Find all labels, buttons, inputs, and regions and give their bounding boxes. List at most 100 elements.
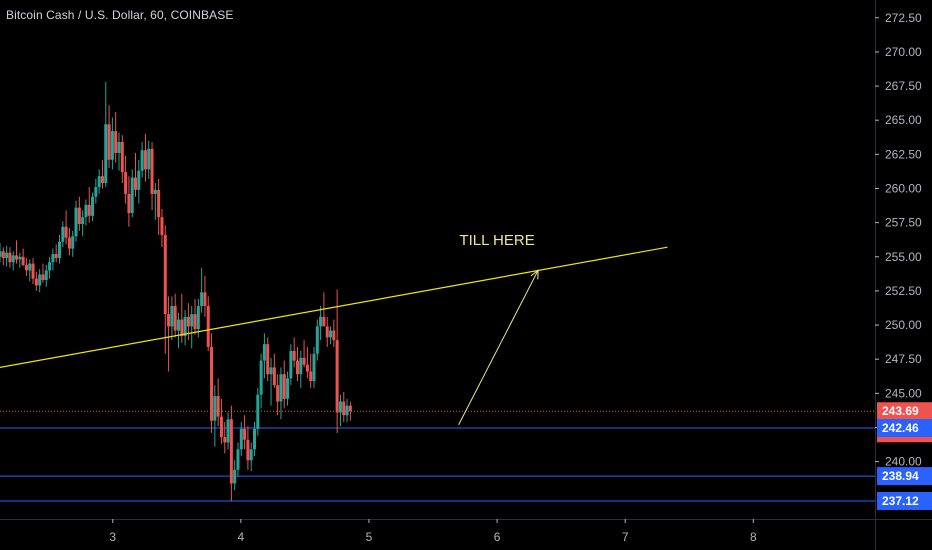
candle-body — [243, 428, 247, 440]
candle-body — [120, 142, 124, 173]
candle-body — [97, 176, 101, 188]
candle-body — [163, 234, 167, 315]
candle-body — [266, 344, 270, 375]
x-tick-label: 8 — [750, 530, 757, 544]
candle-body — [196, 305, 200, 330]
y-tick-label: 270.00 — [885, 45, 922, 59]
candle-body — [117, 142, 121, 153]
price-axis[interactable]: 272.50 270.00 267.50 265.00 262.50 260.00 257.… — [875, 11, 922, 469]
level-tag-text: 238.94 — [882, 469, 919, 483]
candle-body — [325, 326, 329, 338]
candle-body — [5, 252, 9, 259]
candle-body — [77, 207, 81, 224]
candle-body — [193, 314, 197, 330]
candle-body — [338, 401, 342, 413]
candle-body — [1, 251, 5, 259]
candle-body — [276, 385, 280, 402]
candle-body — [74, 207, 78, 237]
candle-body — [127, 193, 131, 214]
y-tick-label: 250.00 — [885, 318, 922, 332]
candle-body — [272, 367, 276, 386]
level-tag-bg — [877, 491, 932, 510]
candle-body — [173, 305, 177, 331]
candle-body — [87, 204, 91, 216]
x-tick-label: 4 — [238, 530, 245, 544]
drawings[interactable]: TILL HERE — [0, 232, 668, 425]
candle-body — [279, 374, 283, 402]
y-tick-label: 252.50 — [885, 284, 922, 298]
candle-body — [299, 357, 303, 375]
candle-body — [190, 314, 194, 327]
candle-body — [167, 314, 171, 327]
candle-body — [94, 187, 98, 197]
x-tick-label: 7 — [622, 530, 629, 544]
candle-body — [183, 316, 187, 336]
candle-body — [249, 449, 253, 461]
level-tag-bg — [877, 467, 932, 486]
candle-body — [157, 189, 161, 218]
candle-body — [41, 274, 45, 280]
candle-body — [38, 274, 42, 286]
candle-body — [342, 401, 346, 416]
candle-body — [319, 316, 323, 327]
candle-body — [18, 256, 22, 260]
candle-body — [176, 319, 180, 331]
candle-body — [289, 351, 293, 379]
candle-body — [295, 360, 299, 375]
candle-body — [239, 428, 243, 450]
candle-body — [143, 150, 147, 170]
candle-body — [170, 305, 174, 327]
candle-body — [57, 241, 61, 259]
candle-body — [114, 131, 118, 153]
candle-body — [186, 316, 190, 327]
candle-body — [124, 172, 128, 194]
candle-body — [31, 263, 35, 279]
candle-body — [246, 439, 250, 461]
x-tick-label: 6 — [494, 530, 501, 544]
candle-body — [262, 344, 266, 361]
candle-body — [345, 405, 349, 416]
candle-body — [335, 340, 339, 413]
candle-body — [206, 305, 210, 347]
candle-body — [210, 346, 214, 421]
annotation-text: TILL HERE — [459, 232, 534, 249]
candles — [0, 81, 352, 502]
candle-body — [269, 367, 273, 375]
candle-body — [104, 124, 108, 184]
time-axis[interactable]: 3 4 5 6 7 8 — [109, 519, 757, 544]
candle-body — [61, 226, 65, 242]
candle-body — [107, 124, 111, 160]
candle-body — [64, 226, 68, 238]
candle-body — [110, 131, 114, 160]
candle-body — [219, 416, 223, 438]
candle-body — [216, 396, 220, 417]
candle-body — [223, 437, 227, 443]
candle-body — [153, 189, 157, 194]
candle-body — [48, 262, 52, 271]
horizontal-levels — [0, 410, 875, 502]
candle-body — [253, 428, 257, 450]
candle-body — [71, 236, 75, 249]
current-price-tag-bg — [877, 402, 932, 421]
candle-body — [292, 351, 296, 361]
y-tick-label: 240.00 — [885, 455, 922, 469]
candle-body — [256, 394, 260, 429]
candle-body — [44, 270, 48, 280]
arrow-head — [530, 269, 539, 280]
y-tick-label: 260.00 — [885, 181, 922, 195]
candle-body — [180, 319, 184, 336]
candle-body — [312, 353, 316, 382]
candle-body — [305, 364, 309, 372]
candle-body — [54, 254, 58, 259]
y-tick-label: 245.00 — [885, 386, 922, 400]
candle-body — [140, 150, 144, 171]
candle-body — [84, 204, 88, 218]
candle-body — [332, 330, 336, 341]
candle-body — [150, 148, 154, 194]
candle-body — [15, 255, 19, 260]
candle-body — [213, 396, 217, 421]
candle-body — [226, 419, 230, 443]
